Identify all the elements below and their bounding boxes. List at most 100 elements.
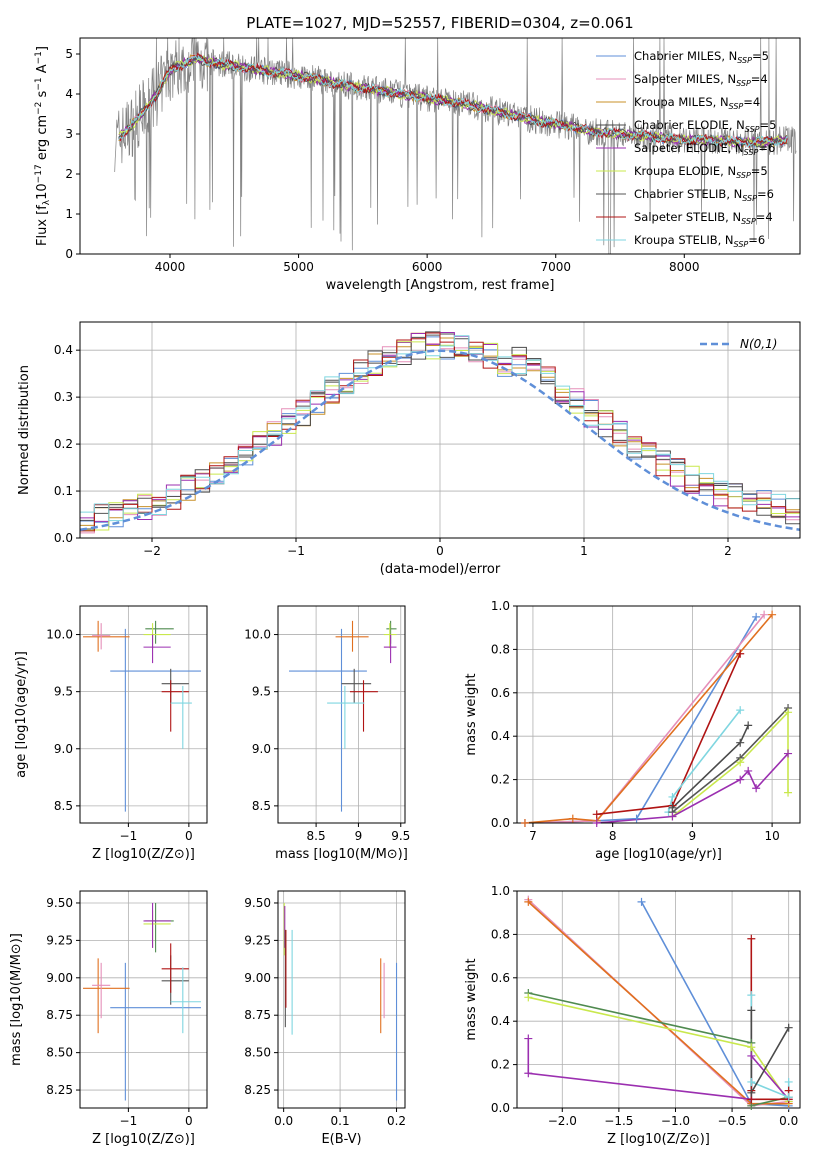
legend-count: =6	[748, 233, 765, 247]
data-point-marker	[747, 934, 756, 943]
y-tick-label: 0.4	[54, 343, 73, 357]
y-tick-label: 0.8	[491, 642, 510, 656]
unit-part: ]	[35, 46, 50, 51]
y-tick-label: 9.50	[244, 896, 271, 910]
x-tick-label: 1	[580, 544, 588, 558]
panel-mass-vs-EBV: 0.0 0.1 0.2 8.25 8.50 8.75 9.00 9.25 9.50 E(B-V)	[244, 890, 406, 1147]
legend-entry: Salpeter MILES, NSSP=4	[634, 72, 768, 88]
y-tick-label: 9.00	[244, 971, 271, 985]
data-point-marker	[668, 792, 677, 801]
model-spectrum	[118, 54, 788, 149]
mass-weight-series	[527, 899, 789, 1107]
x-tick-label: −1	[120, 829, 138, 843]
x-tick-label: 2	[724, 544, 732, 558]
y-tick-label: 9.50	[46, 896, 73, 910]
unit-part: 10	[35, 183, 50, 200]
y-tick-label: 8.75	[46, 1008, 73, 1022]
y-tick-label: 1.0	[491, 599, 510, 613]
legend-entry: Salpeter ELODIE, NSSP=6	[634, 141, 775, 157]
y-tick-label: 0.2	[54, 437, 73, 451]
x-tick-label: −2.0	[548, 1114, 577, 1128]
x-tick-label: −1.5	[604, 1114, 633, 1128]
x-tick-label: 0	[436, 544, 444, 558]
data-point-marker	[747, 991, 756, 1000]
y-tick-label: 8.50	[244, 1046, 271, 1060]
y-tick-label: 0.0	[491, 1101, 510, 1115]
mass-weight-series	[596, 753, 789, 823]
y-tick-label: 0.6	[491, 971, 510, 985]
y-tick-label: 0.6	[491, 686, 510, 700]
axes-frame	[79, 37, 801, 255]
data-point-marker	[760, 610, 769, 619]
data-point-marker	[768, 610, 777, 619]
y-tick-label: 0	[65, 247, 73, 261]
y-tick-label: 1.0	[491, 884, 510, 898]
panel-mass-weight-vs-age: 7 8 9 10 0.0 0.2 0.4 0.6 0.8 1.0 age [log10(age/yr…	[464, 599, 801, 862]
y-tick-label: 8.5	[54, 799, 73, 813]
data-point-marker	[784, 1077, 793, 1086]
subscript: SSP	[742, 194, 757, 203]
x-tick-label: 9.5	[391, 829, 410, 843]
data-point-marker	[524, 1069, 533, 1078]
plot-area	[114, 38, 797, 254]
legend-count: =4	[743, 95, 760, 109]
y-tick-label: 0.2	[491, 773, 510, 787]
legend-entry: Kroupa STELIB, NSSP=6	[634, 233, 765, 249]
data-point-marker	[637, 897, 646, 906]
y-axis-label: Normed distribution	[17, 365, 32, 495]
data-point-marker	[592, 819, 601, 827]
data-point-marker	[744, 721, 753, 730]
axes-frame	[277, 605, 406, 824]
y-tick-label: 5	[65, 47, 73, 61]
x-tick-label: 7	[529, 829, 537, 843]
y-tick-label: 10.0	[244, 628, 271, 642]
x-tick-label: 8	[609, 829, 617, 843]
legend-count: =6	[758, 141, 775, 155]
x-tick-label: −1	[120, 1114, 138, 1128]
panel-age-vs-mass: 8.5 9 9.5 8.5 9.0 9.5 10.0 mass [log10(M/M⊙)]	[244, 605, 410, 862]
y-tick-label: 10.0	[46, 628, 73, 642]
subscript: SSP	[734, 240, 749, 249]
subscript: SSP	[737, 56, 752, 65]
model-spectrum	[118, 52, 788, 148]
y-tick-label: 4	[65, 87, 73, 101]
data-point-marker	[752, 784, 761, 793]
y-tick-label: 9.25	[46, 933, 73, 947]
axes-frame	[516, 605, 801, 824]
x-tick-label: −2	[143, 544, 161, 558]
panel-mass-vs-Z: −1 0 8.25 8.50 8.75 9.00 9.25 9.50 Z [log10(Z/Z⊙…	[9, 890, 208, 1147]
y-tick-label: 9.0	[54, 742, 73, 756]
figure-title: PLATE=1027, MJD=52557, FIBERID=0304, z=0…	[246, 14, 633, 32]
x-axis-label: (data-model)/error	[380, 562, 501, 577]
x-axis-label: E(B-V)	[321, 1132, 361, 1147]
y-tick-label: 0.3	[54, 390, 73, 404]
y-tick-label: 0.4	[491, 1014, 510, 1028]
y-axis-label: Flux [fλ10−17 erg cm−2 s−1 A−1]	[34, 46, 52, 246]
plot-area	[80, 606, 207, 823]
plot-area	[278, 606, 405, 823]
data-point-marker	[736, 706, 745, 715]
y-tick-label: 9.25	[244, 933, 271, 947]
model-spectrum	[118, 53, 788, 148]
data-point-marker	[524, 897, 533, 906]
mass-weight-series	[524, 616, 757, 823]
data-point-marker	[736, 758, 745, 767]
x-tick-label: −1	[287, 544, 305, 558]
mass-weight-series	[524, 614, 773, 823]
y-tick-label: 9.0	[252, 742, 271, 756]
mass-weight-series	[750, 1010, 790, 1096]
legend-entry: Chabrier MILES, NSSP=5	[634, 49, 769, 65]
data-point-marker	[784, 788, 793, 797]
mass-weight-series	[667, 709, 741, 813]
x-axis-label: Z [log10(Z/Z⊙)]	[607, 1132, 710, 1147]
subscript: SSP	[741, 217, 756, 226]
legend-count: =5	[752, 49, 769, 63]
axes-frame	[516, 890, 801, 1109]
y-tick-label: 9.5	[54, 685, 73, 699]
data-point-marker	[668, 812, 677, 821]
x-tick-label: 0	[185, 1114, 193, 1128]
legend-count: =4	[751, 72, 768, 86]
x-axis-label: age [log10(age/yr)]	[595, 847, 722, 862]
y-tick-label: 2	[65, 167, 73, 181]
data-point-marker	[632, 814, 641, 823]
